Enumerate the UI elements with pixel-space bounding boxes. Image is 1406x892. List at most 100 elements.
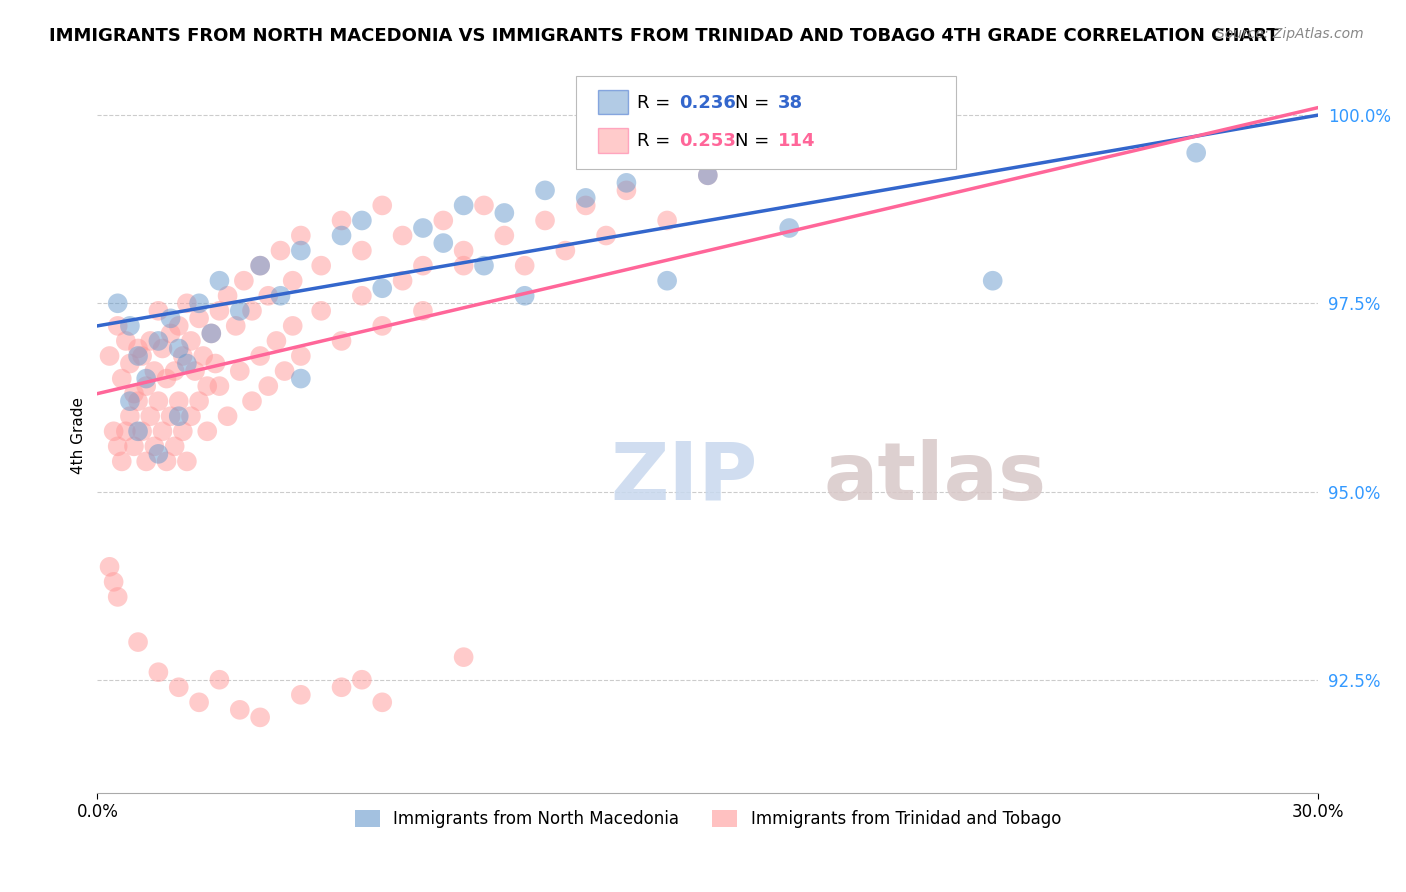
Point bbox=[655, 274, 678, 288]
Point bbox=[148, 303, 170, 318]
Point bbox=[127, 394, 149, 409]
Point bbox=[131, 425, 153, 439]
Point bbox=[330, 228, 353, 243]
Point bbox=[103, 574, 125, 589]
Point bbox=[249, 259, 271, 273]
Point bbox=[159, 311, 181, 326]
Point bbox=[122, 439, 145, 453]
Point bbox=[350, 673, 373, 687]
Y-axis label: 4th Grade: 4th Grade bbox=[72, 397, 86, 474]
Point bbox=[472, 259, 495, 273]
Point bbox=[139, 409, 162, 424]
Point bbox=[148, 394, 170, 409]
Point bbox=[257, 379, 280, 393]
Point bbox=[208, 274, 231, 288]
Point bbox=[432, 235, 454, 250]
Point bbox=[118, 357, 141, 371]
Point bbox=[217, 409, 239, 424]
Point bbox=[131, 349, 153, 363]
Point bbox=[371, 281, 394, 295]
Point bbox=[391, 228, 413, 243]
Point bbox=[167, 342, 190, 356]
Point bbox=[249, 259, 271, 273]
Text: R =: R = bbox=[637, 132, 676, 150]
Point bbox=[696, 169, 718, 183]
Text: 38: 38 bbox=[778, 94, 803, 112]
Text: 0.236: 0.236 bbox=[679, 94, 735, 112]
Point bbox=[172, 349, 194, 363]
Point bbox=[1185, 145, 1208, 160]
Point bbox=[595, 228, 617, 243]
Point bbox=[229, 703, 252, 717]
Point bbox=[290, 371, 312, 385]
Point bbox=[249, 710, 271, 724]
Point bbox=[98, 559, 121, 574]
Point bbox=[188, 695, 211, 709]
Point bbox=[249, 349, 271, 363]
Point bbox=[135, 379, 157, 393]
Point bbox=[176, 454, 198, 468]
Point bbox=[269, 289, 291, 303]
Point bbox=[453, 650, 475, 665]
Point bbox=[616, 183, 638, 197]
Point bbox=[330, 680, 353, 694]
Point bbox=[290, 228, 312, 243]
Point bbox=[127, 342, 149, 356]
Text: N =: N = bbox=[735, 132, 775, 150]
Point bbox=[208, 379, 231, 393]
Text: 0.253: 0.253 bbox=[679, 132, 735, 150]
Point bbox=[616, 176, 638, 190]
Point bbox=[107, 439, 129, 453]
Point bbox=[152, 425, 174, 439]
Point bbox=[453, 259, 475, 273]
Point bbox=[148, 665, 170, 680]
Point bbox=[273, 364, 295, 378]
Point bbox=[118, 409, 141, 424]
Point bbox=[309, 303, 332, 318]
Text: Source: ZipAtlas.com: Source: ZipAtlas.com bbox=[1216, 27, 1364, 41]
Point bbox=[554, 244, 576, 258]
Point bbox=[127, 349, 149, 363]
Point bbox=[167, 409, 190, 424]
Point bbox=[229, 303, 252, 318]
Point bbox=[148, 447, 170, 461]
Point bbox=[103, 425, 125, 439]
Point bbox=[350, 213, 373, 227]
Point bbox=[143, 439, 166, 453]
Point bbox=[200, 326, 222, 341]
Point bbox=[350, 289, 373, 303]
Point bbox=[188, 394, 211, 409]
Point bbox=[200, 326, 222, 341]
Point bbox=[152, 342, 174, 356]
Point bbox=[229, 364, 252, 378]
Point bbox=[778, 221, 800, 235]
Point bbox=[107, 318, 129, 333]
Point bbox=[159, 326, 181, 341]
Point bbox=[127, 425, 149, 439]
Point bbox=[107, 296, 129, 310]
Point bbox=[257, 289, 280, 303]
Point bbox=[432, 213, 454, 227]
Text: atlas: atlas bbox=[824, 439, 1047, 517]
Text: R =: R = bbox=[637, 94, 676, 112]
Point bbox=[148, 334, 170, 348]
Point bbox=[127, 635, 149, 649]
Point bbox=[143, 364, 166, 378]
Point bbox=[118, 318, 141, 333]
Point bbox=[167, 318, 190, 333]
Point bbox=[111, 454, 134, 468]
Point bbox=[180, 409, 202, 424]
Point bbox=[111, 371, 134, 385]
Point bbox=[981, 274, 1004, 288]
Point bbox=[195, 425, 218, 439]
Point bbox=[240, 394, 263, 409]
Point bbox=[350, 244, 373, 258]
Point bbox=[696, 169, 718, 183]
Point bbox=[155, 371, 177, 385]
Point bbox=[494, 206, 516, 220]
Text: IMMIGRANTS FROM NORTH MACEDONIA VS IMMIGRANTS FROM TRINIDAD AND TOBAGO 4TH GRADE: IMMIGRANTS FROM NORTH MACEDONIA VS IMMIG… bbox=[49, 27, 1279, 45]
Point bbox=[115, 425, 138, 439]
Point bbox=[453, 244, 475, 258]
Point bbox=[176, 296, 198, 310]
Point bbox=[155, 454, 177, 468]
